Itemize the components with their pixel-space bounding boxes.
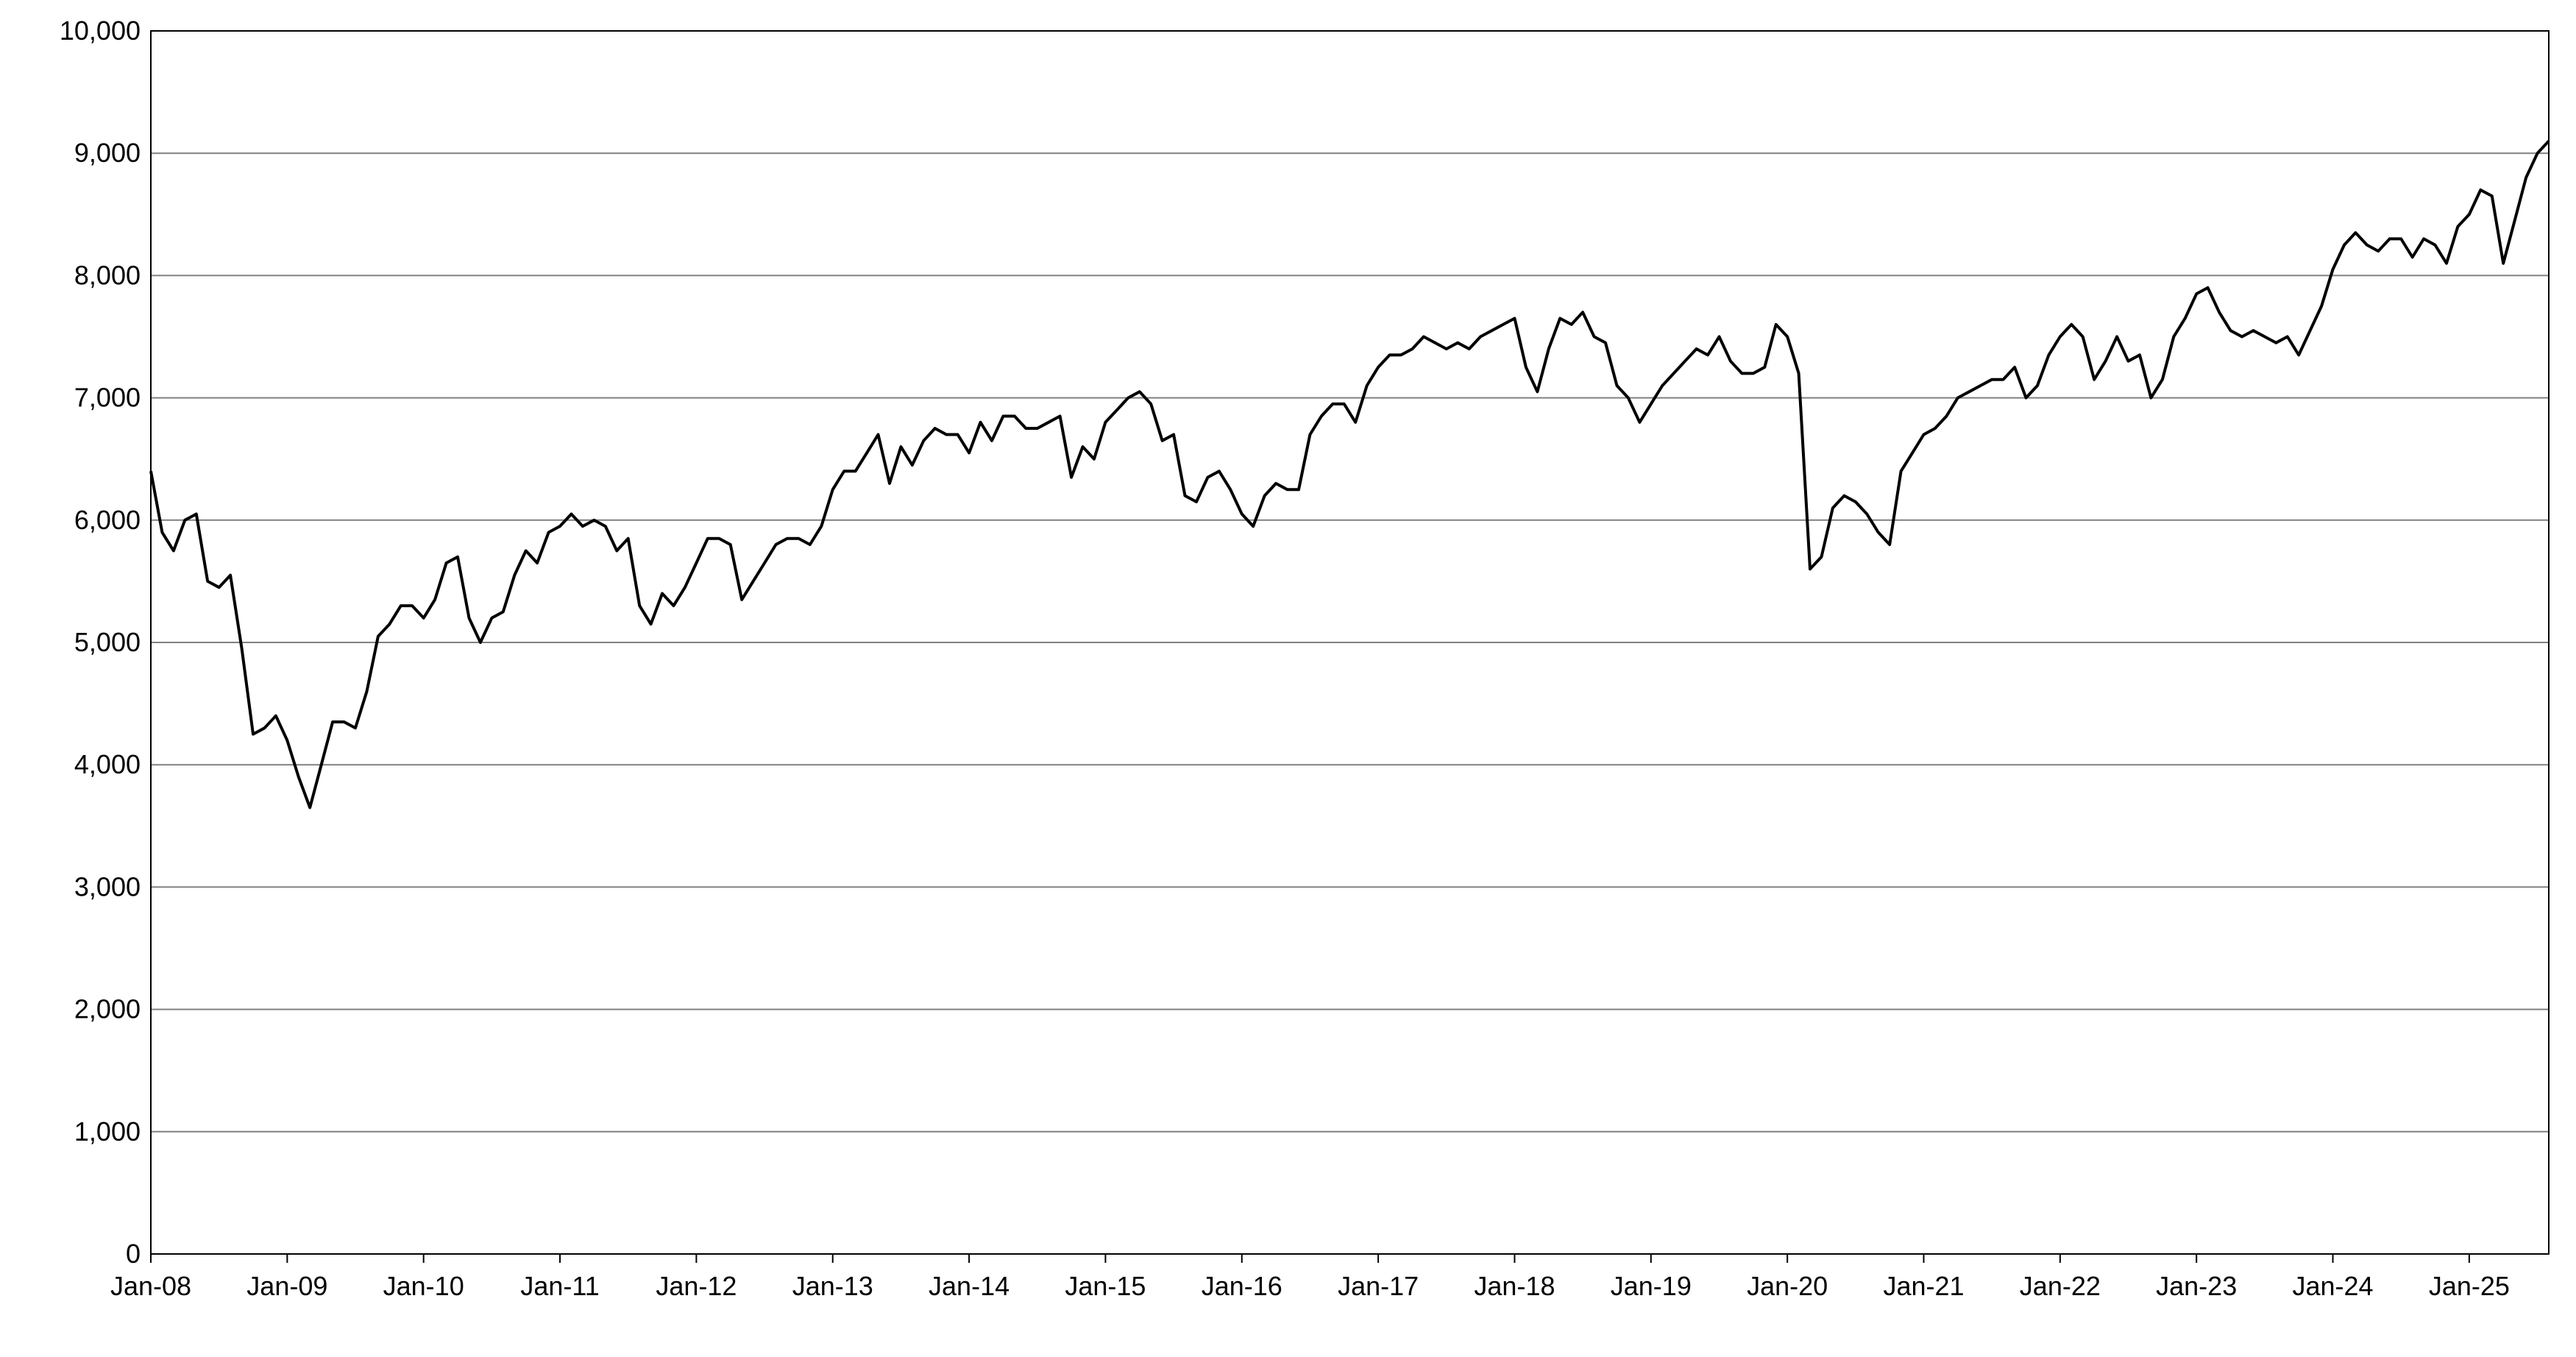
y-tick-label: 2,000 <box>74 994 141 1024</box>
grid-lines <box>151 30 2549 1255</box>
x-tick-label: Jan-10 <box>383 1271 464 1301</box>
series-layer <box>149 140 2550 809</box>
y-tick-label: 6,000 <box>74 505 141 535</box>
y-tick-label: 8,000 <box>74 260 141 290</box>
x-tick-label: Jan-20 <box>1747 1271 1828 1301</box>
x-tick-label: Jan-23 <box>2156 1271 2237 1301</box>
x-tick-label: Jan-14 <box>929 1271 1010 1301</box>
x-tick-label: Jan-15 <box>1065 1271 1146 1301</box>
x-tick-label: Jan-16 <box>1202 1271 1282 1301</box>
y-tick-label: 1,000 <box>74 1116 141 1147</box>
y-tick-label: 10,000 <box>60 15 141 46</box>
x-tick-label: Jan-18 <box>1474 1271 1555 1301</box>
x-tick-label: Jan-09 <box>246 1271 327 1301</box>
x-tick-label: Jan-13 <box>792 1271 873 1301</box>
y-tick-label: 4,000 <box>74 749 141 779</box>
x-tick-label: Jan-22 <box>2020 1271 2101 1301</box>
series-line-0 <box>149 140 2550 809</box>
y-tick-label: 5,000 <box>74 627 141 657</box>
x-tick-label: Jan-19 <box>1611 1271 1692 1301</box>
x-tick-label: Jan-17 <box>1338 1271 1419 1301</box>
x-axis-tick-labels: Jan-08 Jan-09 Jan-10 Jan-11 Jan-12 Jan-13 Jan-… <box>110 1254 2510 1301</box>
y-tick-label: 0 <box>126 1239 141 1269</box>
x-tick-label: Jan-24 <box>2292 1271 2373 1301</box>
y-tick-label: 9,000 <box>74 138 141 168</box>
x-tick-label: Jan-08 <box>110 1271 191 1301</box>
y-axis-tick-labels: 0 1,000 2,000 3,000 4,000 5,000 6,000 7,000 8,00… <box>60 15 141 1269</box>
x-tick-label: Jan-21 <box>1883 1271 1964 1301</box>
x-tick-label: Jan-12 <box>656 1271 737 1301</box>
x-tick-label: Jan-25 <box>2429 1271 2510 1301</box>
x-tick-label: Jan-11 <box>520 1271 599 1301</box>
y-tick-label: 3,000 <box>74 871 141 901</box>
y-tick-label: 7,000 <box>74 383 141 413</box>
plot-area-border <box>150 30 2550 1255</box>
